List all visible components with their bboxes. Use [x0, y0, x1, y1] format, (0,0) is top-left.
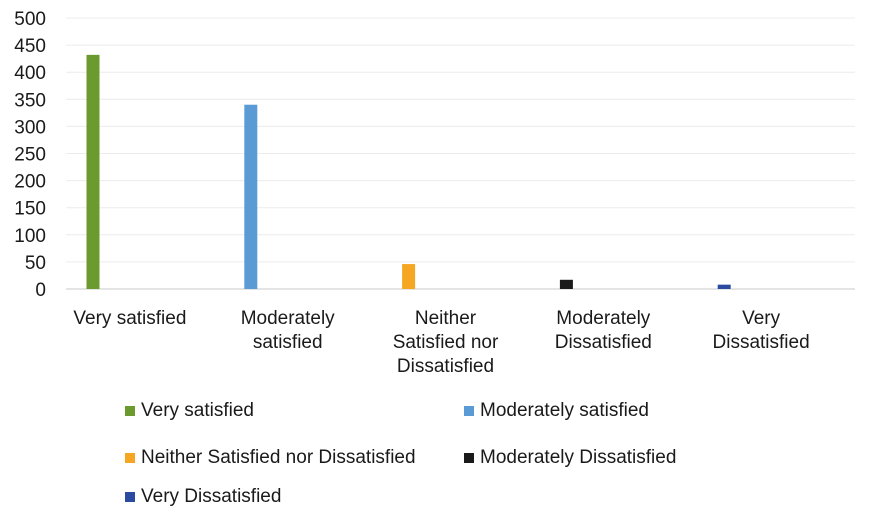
bars — [86, 54, 731, 289]
y-tick-label: 500 — [14, 9, 46, 30]
x-tick-label-line: Very satisfied — [73, 308, 186, 329]
y-tick-label: 350 — [14, 90, 46, 111]
bar — [86, 54, 100, 289]
y-tick-label: 450 — [14, 36, 46, 57]
x-tick-label-line: Moderately — [556, 308, 650, 329]
x-axis: Very satisfied Moderately satisfied Neither… — [73, 308, 809, 377]
y-tick-label: 100 — [14, 226, 46, 247]
y-tick-label: 400 — [14, 63, 46, 84]
x-tick-label: Neither Satisfied nor Dissatisfied — [393, 308, 499, 377]
x-tick-label-line: Dissatisfied — [555, 332, 652, 353]
x-tick-label-line: Dissatisfied — [397, 356, 494, 377]
y-tick-label: 150 — [14, 199, 46, 220]
bar — [402, 264, 416, 289]
x-tick-label-line: Satisfied nor — [393, 332, 499, 353]
x-tick-label-line: Very — [742, 308, 781, 329]
y-tick-label: 200 — [14, 172, 46, 193]
x-tick-label-line: Moderately — [241, 308, 335, 329]
bar — [244, 104, 258, 289]
bar — [717, 284, 731, 289]
x-tick-label-line: satisfied — [253, 332, 323, 353]
x-tick-label: Moderately satisfied — [241, 308, 335, 353]
x-tick-label: Very satisfied — [73, 308, 186, 329]
y-tick-label: 50 — [25, 253, 46, 274]
x-tick-label: Moderately Dissatisfied — [555, 308, 652, 353]
gridlines — [66, 17, 855, 290]
y-tick-label: 0 — [35, 280, 46, 301]
x-tick-label: Very Dissatisfied — [713, 308, 810, 353]
x-tick-label-line: Neither — [415, 308, 477, 329]
y-tick-label: 300 — [14, 117, 46, 138]
y-tick-label: 250 — [14, 145, 46, 166]
x-tick-label-line: Dissatisfied — [713, 332, 810, 353]
y-axis: 0 50 100 150 200 250 300 350 400 450 500 — [14, 9, 46, 301]
bar — [559, 279, 573, 289]
